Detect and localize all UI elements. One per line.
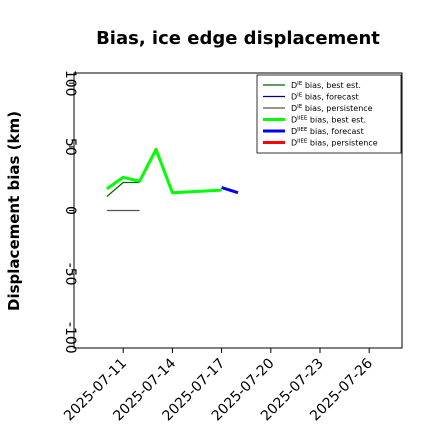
legend-entry: DIE bias, best est. xyxy=(291,81,361,90)
y-tick-label: 100 xyxy=(62,70,78,97)
chart-title: Bias, ice edge displacement xyxy=(96,28,380,49)
plot-area-frame xyxy=(73,72,403,349)
legend-entry: DIE bias, persistence xyxy=(291,104,373,113)
y-axis-label: Displacement bias (km) xyxy=(5,111,23,311)
legend-box xyxy=(256,74,402,154)
series-line-1 xyxy=(106,181,140,197)
series-line-4 xyxy=(105,147,222,195)
series-line-5 xyxy=(221,186,239,195)
legend-entry: DIIEE bias, best est. xyxy=(291,116,366,125)
y-tick-label: -100 xyxy=(62,322,78,354)
legend-entry: DIIEE bias, forecast xyxy=(291,127,364,136)
y-tick-label: 0 xyxy=(62,206,78,215)
y-tick-label: -50 xyxy=(62,263,78,286)
plot-series xyxy=(105,147,239,212)
y-tick-label: 50 xyxy=(62,138,78,156)
legend: DIE bias, best est. DIE bias, forecast DIE… xyxy=(256,74,402,154)
legend-entry: DIIEE bias, persistence xyxy=(291,139,378,148)
legend-entry: DIE bias, forecast xyxy=(291,93,359,102)
